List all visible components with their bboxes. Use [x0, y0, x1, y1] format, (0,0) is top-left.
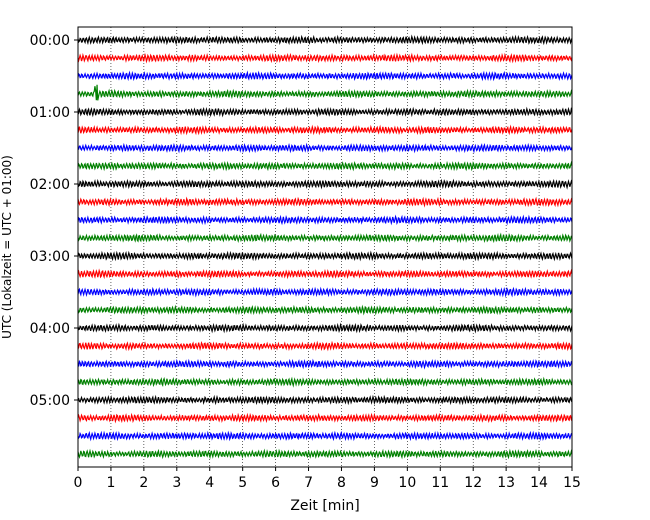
- x-tick-label: 14: [530, 475, 548, 491]
- seismic-trace: [77, 84, 573, 101]
- seismic-trace: [77, 214, 573, 226]
- seismic-trace: [77, 358, 573, 370]
- x-tick-label: 11: [431, 475, 449, 491]
- seismic-trace: [77, 34, 573, 46]
- seismic-trace: [77, 340, 573, 352]
- x-tick-label: 6: [271, 475, 280, 491]
- y-axis-title: UTC (Lokalzeit = UTC + 01:00): [0, 155, 14, 339]
- seismic-trace: [77, 448, 573, 460]
- y-tick-label: 04:00: [30, 321, 70, 337]
- seismic-trace: [77, 286, 573, 298]
- x-axis: 0 1 2 3 4 5 6 7 8 9 10 11 12 13 14 15: [74, 467, 581, 491]
- trace-layer: [77, 34, 573, 460]
- x-tick-label: 3: [172, 475, 181, 491]
- x-tick-label: 7: [304, 475, 313, 491]
- seismic-trace: [77, 52, 573, 64]
- seismic-trace: [77, 268, 573, 280]
- seismic-trace: [77, 430, 573, 442]
- y-axis: 00:00 01:00 02:00 03:00 04:00 05:00: [30, 33, 78, 409]
- seismic-trace: [77, 196, 573, 208]
- x-tick-label: 13: [497, 475, 515, 491]
- x-tick-label: 10: [398, 475, 416, 491]
- x-tick-label: 12: [464, 475, 482, 491]
- seismic-trace: [77, 376, 573, 388]
- x-tick-label: 15: [563, 475, 581, 491]
- plot-frame: [77, 26, 573, 468]
- seismic-trace: [77, 412, 573, 424]
- seismic-trace: [77, 160, 573, 172]
- x-tick-label: 1: [106, 475, 115, 491]
- x-tick-label: 0: [74, 475, 83, 491]
- x-tick-label: 5: [238, 475, 247, 491]
- y-tick-label: 00:00: [30, 33, 70, 49]
- seismic-trace: [77, 106, 573, 118]
- x-tick-label: 8: [337, 475, 346, 491]
- x-axis-title: Zeit [min]: [290, 498, 359, 514]
- seismic-trace: [77, 322, 573, 334]
- y-tick-label: 01:00: [30, 105, 70, 121]
- seismic-trace: [77, 178, 573, 190]
- seismic-trace: [77, 232, 573, 244]
- y-tick-label: 02:00: [30, 177, 70, 193]
- x-tick-label: 2: [139, 475, 148, 491]
- y-tick-label: 05:00: [30, 393, 70, 409]
- y-tick-label: 03:00: [30, 249, 70, 265]
- seismic-trace: [77, 70, 573, 82]
- grid-lines: [110, 27, 540, 467]
- x-tick-label: 4: [205, 475, 214, 491]
- seismic-trace: [77, 394, 573, 406]
- seismic-trace: [77, 142, 573, 154]
- seismic-trace: [77, 250, 573, 262]
- seismic-trace: [77, 124, 573, 136]
- seismic-trace: [77, 304, 573, 316]
- x-tick-label: 9: [370, 475, 379, 491]
